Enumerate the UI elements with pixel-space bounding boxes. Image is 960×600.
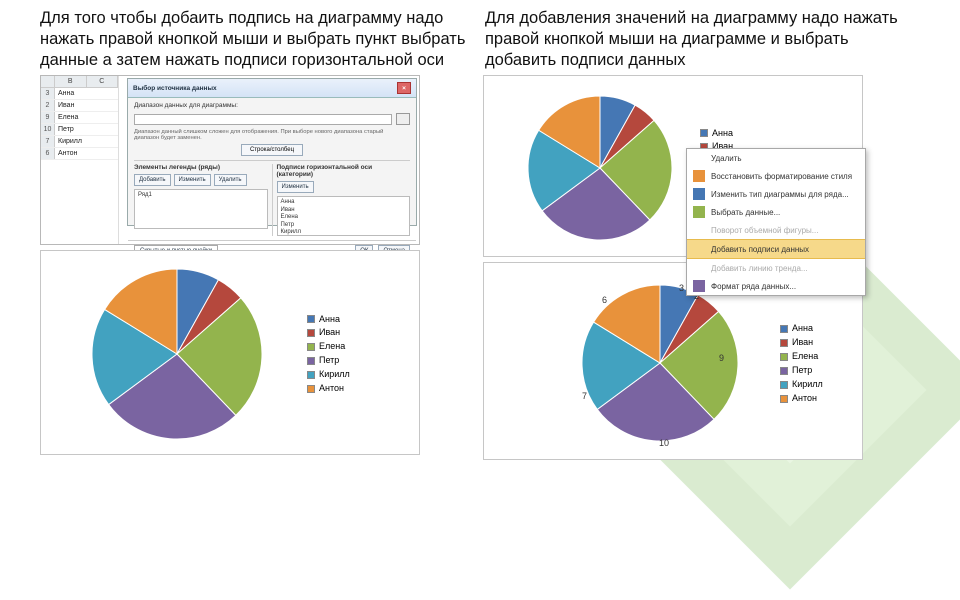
excel-screenshot: B C 3Анна2Иван9Елена10Петр7Кирилл6Антон … — [40, 75, 420, 245]
pie-left-svg — [47, 259, 307, 449]
edit-series-button[interactable]: Изменить — [174, 174, 211, 186]
legend-item: Кирилл — [780, 378, 823, 392]
legend-item: Елена — [780, 350, 823, 364]
legend-item: Иван — [780, 336, 823, 350]
legend-entries-title: Элементы легенды (ряды) — [134, 164, 268, 171]
pie-chart-top-right: АннаИванЕленаПетрКириллАнтон УдалитьВосс… — [483, 75, 863, 257]
data-label: 7 — [582, 391, 587, 401]
range-input[interactable] — [134, 114, 392, 125]
context-menu-item[interactable]: Удалить — [687, 149, 865, 167]
pie-br-svg — [490, 271, 780, 456]
context-menu-item[interactable]: Восстановить форматирование стиля — [687, 167, 865, 185]
pie-tr-svg — [490, 84, 700, 252]
context-menu[interactable]: УдалитьВосстановить форматирование стиля… — [686, 148, 866, 296]
context-menu-item[interactable]: Формат ряда данных... — [687, 277, 865, 295]
dialog-title: Выбор источника данных — [133, 85, 217, 92]
axis-labels-title: Подписи горизонтальной оси (категории) — [277, 164, 411, 178]
context-menu-item[interactable]: Выбрать данные... — [687, 203, 865, 221]
swap-rowcol-button[interactable]: Строка/столбец — [241, 144, 303, 156]
data-label: 9 — [719, 353, 724, 363]
range-picker-icon[interactable] — [396, 113, 410, 125]
legend-item: Петр — [780, 364, 823, 378]
legend-item: Елена — [307, 340, 350, 354]
legend-bottom-right: АннаИванЕленаПетрКириллАнтон — [780, 322, 823, 406]
data-label: 3 — [679, 283, 684, 293]
legend-item: Анна — [700, 127, 743, 141]
legend-item: Антон — [307, 382, 350, 396]
edit-axis-button[interactable]: Изменить — [277, 181, 314, 193]
data-label: 10 — [659, 438, 669, 448]
legend-item: Анна — [780, 322, 823, 336]
legend-item: Анна — [307, 313, 350, 327]
legend-left: АннаИванЕленаПетрКириллАнтон — [307, 313, 350, 397]
close-icon[interactable]: × — [397, 82, 411, 94]
delete-series-button[interactable]: Удалить — [214, 174, 247, 186]
range-hint: Диапазон данный слишком сложен для отобр… — [134, 129, 410, 141]
context-menu-item: Поворот объемной фигуры... — [687, 221, 865, 239]
context-menu-item[interactable]: Добавить подписи данных — [687, 239, 865, 259]
context-menu-item[interactable]: Изменить тип диаграммы для ряда... — [687, 185, 865, 203]
range-label: Диапазон данных для диаграммы: — [134, 102, 410, 109]
axis-labels-list[interactable]: АннаИванЕленаПетрКирилл — [277, 196, 411, 236]
data-label: 6 — [602, 295, 607, 305]
context-menu-item: Добавить линию тренда... — [687, 259, 865, 277]
heading-row: Для того чтобы добаить подпись на диагра… — [40, 8, 920, 71]
legend-item: Кирилл — [307, 368, 350, 382]
series-list[interactable]: Ряд1 — [134, 189, 268, 229]
legend-item: Иван — [307, 326, 350, 340]
pie-chart-left: АннаИванЕленаПетрКириллАнтон — [40, 250, 420, 455]
select-data-dialog: Выбор источника данных × Диапазон данных… — [127, 78, 417, 226]
legend-item: Петр — [307, 354, 350, 368]
heading-right: Для добавления значений на диаграмму над… — [485, 8, 920, 71]
legend-item: Антон — [780, 392, 823, 406]
add-series-button[interactable]: Добавить — [134, 174, 171, 186]
heading-left: Для того чтобы добаить подпись на диагра… — [40, 8, 475, 71]
worksheet-area: B C 3Анна2Иван9Елена10Петр7Кирилл6Антон — [41, 76, 119, 244]
